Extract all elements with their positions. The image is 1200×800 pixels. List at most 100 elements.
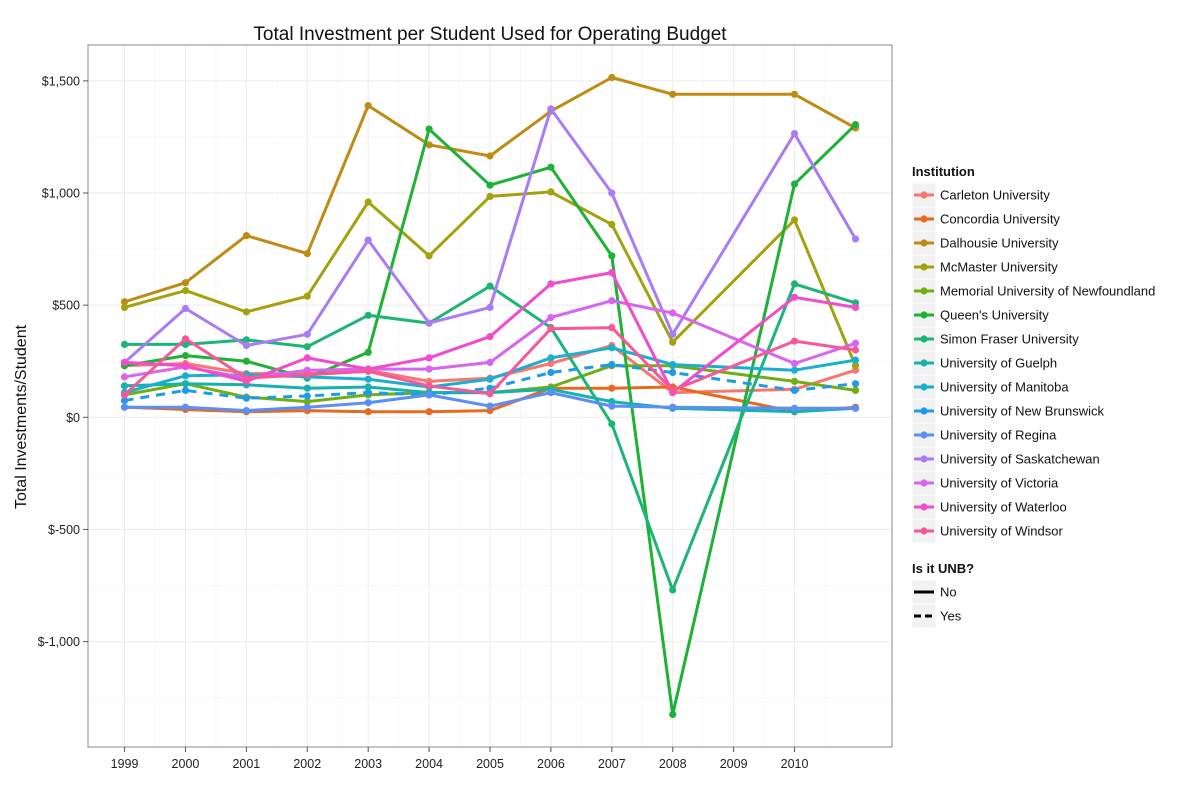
data-point [608,269,616,277]
legend-label: University of Regina [940,428,1057,443]
legend-key-point [920,191,928,199]
data-point [669,386,677,394]
linetype-legend-label: No [940,585,957,600]
data-point [790,216,799,224]
data-point [181,372,190,380]
y-tick-label: $-500 [48,523,80,537]
data-point [364,198,372,206]
data-point [547,280,555,288]
chart-title: Total Investment per Student Used for Op… [253,24,727,45]
data-point [669,330,677,338]
data-point [181,403,190,411]
data-point [790,377,799,385]
data-point [303,354,311,362]
legend-key-point [920,407,928,415]
data-point [120,403,129,411]
series-line [123,326,857,397]
legend-item: Concordia University [911,206,1060,232]
data-point [851,362,860,370]
data-point [181,380,190,388]
x-tick-label: 2009 [720,757,748,771]
legend-key-point [920,383,928,391]
data-point [851,303,860,311]
legend-key-point [920,239,928,247]
data-point [181,287,190,295]
data-point [181,362,190,370]
linetype-legend-item: Yes [911,603,962,629]
x-tick-label: 2000 [172,757,200,771]
data-point [120,391,129,399]
data-point [547,188,555,196]
data-point [364,311,372,319]
data-point [790,366,799,374]
legend-label: University of Victoria [940,476,1059,491]
legend-key-point [920,455,928,463]
legend-key-point [920,479,928,487]
data-point [303,384,311,392]
data-point [120,358,129,366]
data-point [486,192,494,200]
data-point [790,386,799,394]
data-point [242,336,250,344]
data-point [303,330,311,338]
x-tick-label: 2005 [476,757,504,771]
legend-label: McMaster University [940,260,1058,275]
data-point [364,389,372,397]
linetype-legend-title: Is it UNB? [912,561,974,576]
data-point [608,252,616,260]
data-point [608,384,616,392]
data-point [364,102,372,110]
data-point [486,282,494,290]
data-point [364,383,372,391]
data-point [790,337,799,345]
series-group [120,324,860,399]
data-point [669,403,677,411]
data-point [851,235,860,243]
linetype-legend-key [911,603,937,629]
data-point [242,374,250,382]
data-point [669,710,677,719]
data-point [120,340,129,348]
data-point [851,404,860,412]
data-point [425,382,433,390]
data-point [120,396,129,405]
data-point [242,232,250,240]
x-tick-label: 2003 [354,757,382,771]
legend-item: University of Guelph [911,350,1057,376]
legend: Institution Carleton University Concordia… [911,164,1155,629]
legend-key-point [920,527,928,535]
data-point [547,313,555,322]
data-point [364,367,372,375]
legend-label: University of Manitoba [940,380,1069,395]
y-tick-label: $0 [66,411,80,425]
data-point [303,371,311,379]
data-point [425,408,433,416]
x-tick-label: 2001 [232,757,260,771]
data-point [120,373,129,381]
series-group [120,121,860,719]
legend-key-point [920,431,928,439]
data-point [669,368,677,377]
data-point [608,220,616,228]
data-point [303,343,311,351]
data-point [790,130,799,138]
legend-item: University of Victoria [911,470,1059,496]
legend-item: University of Windsor [911,518,1063,544]
legend-key-point [920,335,928,343]
y-axis-label: Total Investments/Student [13,324,30,509]
linetype-legend-label: Yes [940,609,962,624]
legend-key-point [920,359,928,367]
data-point [851,121,860,129]
data-point [669,586,677,594]
series-group [120,105,860,366]
legend-item: University of Regina [911,422,1057,448]
data-point [486,402,494,410]
legend-label: University of Waterloo [940,500,1067,515]
data-point [425,252,433,260]
data-point [790,293,799,301]
data-point [669,361,677,369]
data-point [303,398,311,406]
data-point [364,375,372,383]
legend-label: University of New Brunswick [940,404,1104,419]
data-point [608,324,616,332]
